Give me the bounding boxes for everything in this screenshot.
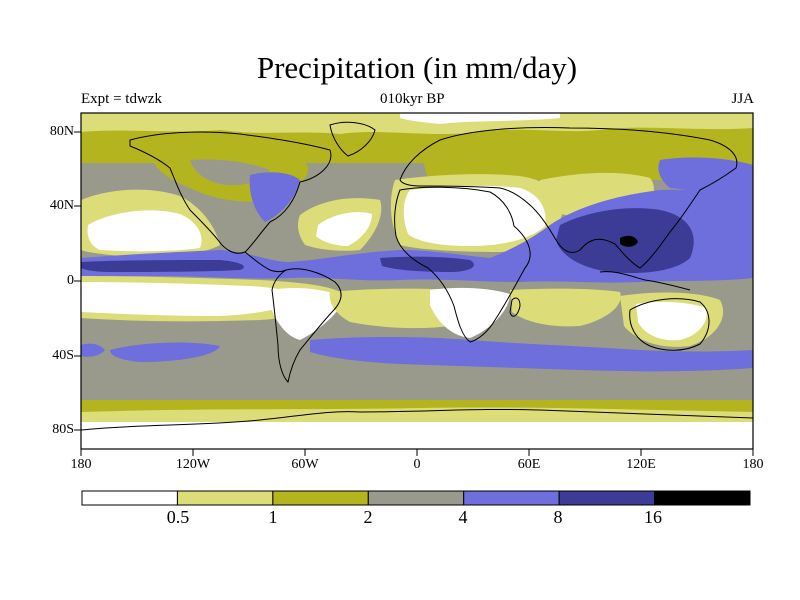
- colorbar-swatch-2: [272, 490, 369, 506]
- coast-africa: [394, 186, 531, 343]
- coast-indonesia: [599, 271, 691, 291]
- field-arctic-white: [400, 113, 560, 124]
- lon-label-0: 0: [413, 457, 421, 472]
- coast-antarctica: [80, 408, 754, 431]
- coast-central-america: [244, 251, 287, 272]
- axis-ticks: [74, 131, 754, 456]
- field-sindian-light: [510, 288, 621, 327]
- field-storm-track-2: [310, 337, 753, 372]
- colorbar-label-4: 4: [458, 507, 468, 527]
- lat-label-40s: 40S: [52, 348, 74, 363]
- field-africa-itcz-dark: [380, 256, 474, 272]
- colorbar-label-0-5: 0.5: [166, 507, 190, 527]
- lat-label-40n: 40N: [49, 198, 74, 213]
- lon-label-60e: 60E: [517, 457, 541, 472]
- coast-australia: [629, 298, 710, 351]
- field-npacific-white: [87, 210, 202, 252]
- field-atlantic-storm-blue: [249, 172, 300, 222]
- field-spacific-white: [81, 282, 300, 316]
- period-label: 010kyr BP: [380, 91, 445, 107]
- colorbar-swatch-0: [81, 490, 178, 506]
- lon-label-180w: 180: [70, 457, 92, 472]
- lat-label-80n: 80N: [49, 124, 74, 139]
- colorbar-label-2: 2: [363, 507, 373, 527]
- field-sahara-white: [403, 185, 546, 246]
- coast-north-america: [129, 131, 332, 254]
- plot-title: Precipitation (in mm/day): [256, 50, 578, 85]
- lon-label-120e: 120E: [626, 457, 656, 472]
- coastlines: [80, 121, 754, 431]
- field-samerica-white: [270, 287, 345, 340]
- colorbar-swatch-6: [654, 490, 751, 506]
- lat-label-0: 0: [67, 273, 74, 288]
- colorbar-label-1: 1: [268, 507, 278, 527]
- field-natlantic-white: [316, 212, 372, 246]
- coast-madagascar: [509, 297, 521, 317]
- field-pacific-itcz-dark: [81, 260, 244, 272]
- colorbar-label-8: 8: [553, 507, 563, 527]
- lon-label-120w: 120W: [175, 457, 211, 472]
- lon-label-60w: 60W: [291, 457, 319, 472]
- colorbar-swatch-1: [176, 490, 274, 506]
- field-wpacific-blue: [658, 157, 753, 200]
- experiment-label: Expt = tdwzk: [81, 91, 162, 107]
- field-storm-track-1: [110, 342, 220, 362]
- colorbar-label-16: 16: [644, 507, 662, 527]
- colorbar-swatch-5: [558, 490, 656, 506]
- field-antarctic-white: [81, 422, 753, 449]
- field-antarctic-light: [81, 407, 753, 424]
- colorbar: [81, 490, 751, 506]
- coast-europe-asia: [399, 127, 738, 269]
- field-australia-white: [636, 301, 707, 341]
- field-storm-track-3: [81, 343, 105, 357]
- lat-label-80s: 80S: [52, 422, 74, 437]
- colorbar-swatch-3: [367, 490, 465, 506]
- coast-greenland: [329, 121, 376, 157]
- lon-label-180e: 180: [742, 457, 764, 472]
- season-label: JJA: [731, 91, 754, 107]
- field-arctic-light: [81, 113, 753, 134]
- precipitation-field: [81, 113, 753, 449]
- field-indochina-black: [620, 235, 638, 247]
- coast-south-america: [271, 268, 342, 384]
- field-safrica-white: [430, 287, 510, 338]
- colorbar-swatch-4: [463, 490, 560, 506]
